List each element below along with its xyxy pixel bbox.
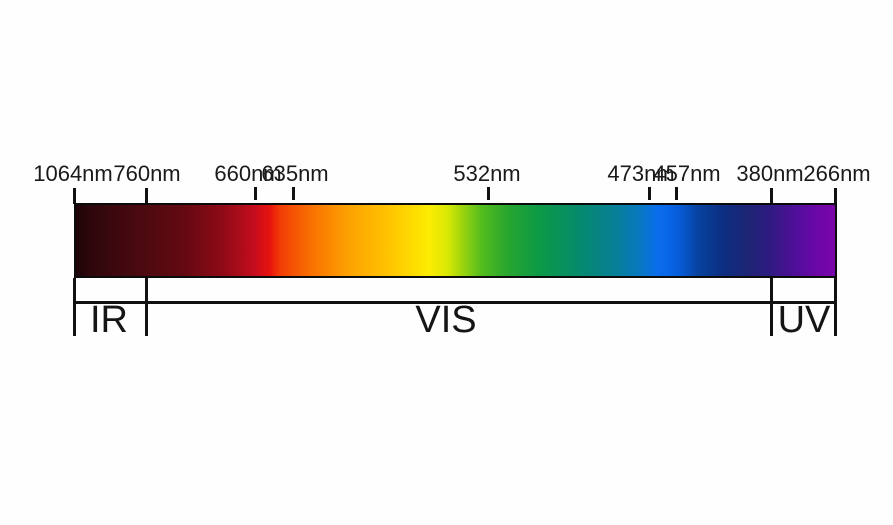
tick-mark-760nm — [145, 188, 148, 204]
region-divider — [834, 278, 837, 336]
wavelength-label-1064nm: 1064nm — [33, 161, 113, 186]
tick-mark-457nm — [675, 187, 678, 200]
region-label-vis: VIS — [415, 299, 477, 341]
region-divider — [770, 278, 773, 336]
wavelength-label-660nm: 660nm — [214, 161, 282, 186]
wavelength-label-380nm: 380nm — [736, 161, 804, 186]
region-divider — [145, 278, 148, 336]
tick-mark-635nm — [292, 187, 295, 200]
region-baseline — [74, 301, 837, 304]
tick-mark-532nm — [487, 187, 490, 200]
tick-mark-380nm — [770, 188, 773, 204]
tick-mark-473nm — [648, 187, 651, 200]
region-label-ir: IR — [90, 299, 128, 341]
wavelength-label-266nm: 266nm — [803, 161, 871, 186]
wavelength-label-457nm: 457nm — [653, 161, 721, 186]
wavelength-labels-row: 1064nm 760nm 660nm 635nm 532nm 473nm 457nm 380n… — [0, 163, 893, 187]
wavelength-label-532nm: 532nm — [453, 161, 521, 186]
tick-mark-660nm — [254, 187, 257, 200]
tick-mark-1064nm — [73, 188, 76, 204]
tick-mark-266nm — [834, 188, 837, 204]
wavelength-label-473nm: 473nm — [607, 161, 675, 186]
wavelength-label-635nm: 635nm — [261, 161, 329, 186]
region-label-uv: UV — [777, 299, 831, 341]
spectrum-gradient-bar — [74, 203, 837, 278]
wavelength-label-760nm: 760nm — [113, 161, 181, 186]
region-divider — [73, 278, 76, 336]
